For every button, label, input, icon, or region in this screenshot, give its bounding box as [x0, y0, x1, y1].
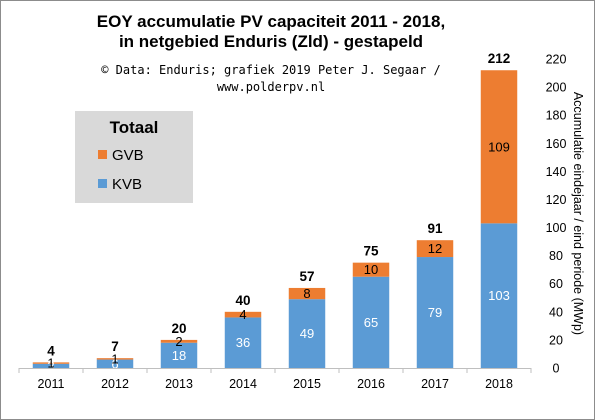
- bar-kvb-2012: [96, 359, 134, 368]
- total-label-2016: 75: [363, 244, 379, 259]
- y-tick-label-180: 180: [546, 109, 567, 123]
- x-tick-label-2017: 2017: [421, 377, 449, 391]
- total-label-2012: 7: [111, 339, 119, 354]
- data-label-gvb-2013: 2: [175, 334, 182, 349]
- data-label-kvb-2017: 79: [428, 305, 442, 320]
- credit-line-1: © Data: Enduris; grafiek 2019 Peter J. S…: [101, 63, 441, 77]
- y-tick-label-80: 80: [549, 249, 563, 263]
- y-tick-label-120: 120: [546, 193, 567, 207]
- data-label-kvb-2018: 103: [488, 288, 510, 303]
- total-label-2011: 4: [47, 343, 55, 358]
- y-tick-label-60: 60: [549, 277, 563, 291]
- legend-swatch-gvb: [98, 150, 107, 159]
- total-label-2017: 91: [427, 221, 443, 236]
- data-label-gvb-2011: 1: [47, 356, 54, 371]
- data-label-kvb-2011: 3: [47, 358, 54, 373]
- bar-kvb-2018: [480, 223, 518, 368]
- total-label-2015: 57: [299, 269, 314, 284]
- x-tick-label-2011: 2011: [38, 377, 65, 391]
- chart-title-line-1: EOY accumulatie PV capaciteit 2011 - 201…: [97, 12, 445, 31]
- legend-label-kvb: KVB: [112, 176, 142, 193]
- bars-layer: [32, 70, 518, 368]
- data-label-kvb-2014: 36: [236, 335, 250, 350]
- data-label-kvb-2013: 18: [172, 348, 186, 363]
- y-tick-label-220: 220: [546, 53, 567, 67]
- credit-line-2: www.polderpv.nl: [217, 80, 325, 94]
- data-label-gvb-2015: 8: [303, 286, 310, 301]
- bar-kvb-2013: [160, 342, 198, 368]
- data-label-gvb-2016: 10: [364, 262, 378, 277]
- y-axis: 0 20 40 60 80 100 120 140 160 180 200 220: [546, 53, 567, 376]
- legend: Totaal GVB KVB: [75, 111, 193, 203]
- bar-kvb-2011: [32, 363, 70, 368]
- data-label-kvb-2015: 49: [300, 326, 314, 341]
- bar-gvb-2016: [352, 262, 390, 277]
- legend-background: [75, 111, 193, 203]
- data-label-gvb-2012: 1: [111, 351, 118, 366]
- credit-text: © Data: Enduris; grafiek 2019 Peter J. S…: [101, 63, 441, 94]
- data-label-gvb-2018: 109: [488, 139, 510, 154]
- labels-layer: 3146171822036440498576510757912911031092…: [47, 51, 510, 373]
- y-axis-label: Accumulatie eindejaar / eind periode (MW…: [571, 92, 585, 335]
- chart-title-line-2: in netgebied Enduris (Zld) - gestapeld: [119, 32, 423, 51]
- bar-kvb-2015: [288, 299, 326, 368]
- total-label-2014: 40: [235, 293, 250, 308]
- bar-gvb-2011: [32, 362, 70, 364]
- bar-kvb-2014: [224, 317, 262, 368]
- y-tick-label-140: 140: [546, 165, 567, 179]
- bar-kvb-2017: [416, 257, 454, 368]
- x-axis: 2011 2012 2013 2014 2015 2016 2017 2018: [18, 368, 532, 391]
- legend-title: Totaal: [110, 118, 159, 137]
- y-tick-label-200: 200: [546, 81, 567, 95]
- bar-gvb-2012: [96, 358, 134, 360]
- bar-kvb-2016: [352, 276, 390, 368]
- data-label-kvb-2012: 6: [111, 356, 118, 371]
- data-label-gvb-2017: 12: [428, 241, 442, 256]
- y-tick-label-0: 0: [553, 362, 560, 376]
- total-label-2013: 20: [171, 321, 186, 336]
- bar-gvb-2015: [288, 287, 326, 300]
- chart-title: EOY accumulatie PV capaciteit 2011 - 201…: [97, 12, 445, 51]
- bar-gvb-2018: [480, 70, 518, 224]
- legend-swatch-kvb: [98, 179, 107, 188]
- bar-gvb-2014: [224, 311, 262, 318]
- bar-gvb-2013: [160, 339, 198, 343]
- x-tick-label-2012: 2012: [101, 377, 129, 391]
- y-tick-label-160: 160: [546, 137, 567, 151]
- x-tick-label-2016: 2016: [357, 377, 385, 391]
- x-tick-label-2015: 2015: [293, 377, 321, 391]
- x-tick-label-2014: 2014: [229, 377, 257, 391]
- x-tick-label-2013: 2013: [165, 377, 193, 391]
- bar-gvb-2017: [416, 240, 454, 258]
- y-tick-label-100: 100: [546, 221, 567, 235]
- data-label-gvb-2014: 4: [239, 307, 246, 322]
- total-label-2018: 212: [488, 51, 511, 66]
- x-tick-label-2018: 2018: [485, 377, 513, 391]
- legend-label-gvb: GVB: [112, 147, 144, 164]
- y-tick-label-20: 20: [549, 333, 563, 347]
- data-label-kvb-2016: 65: [364, 315, 378, 330]
- y-tick-label-40: 40: [549, 305, 563, 319]
